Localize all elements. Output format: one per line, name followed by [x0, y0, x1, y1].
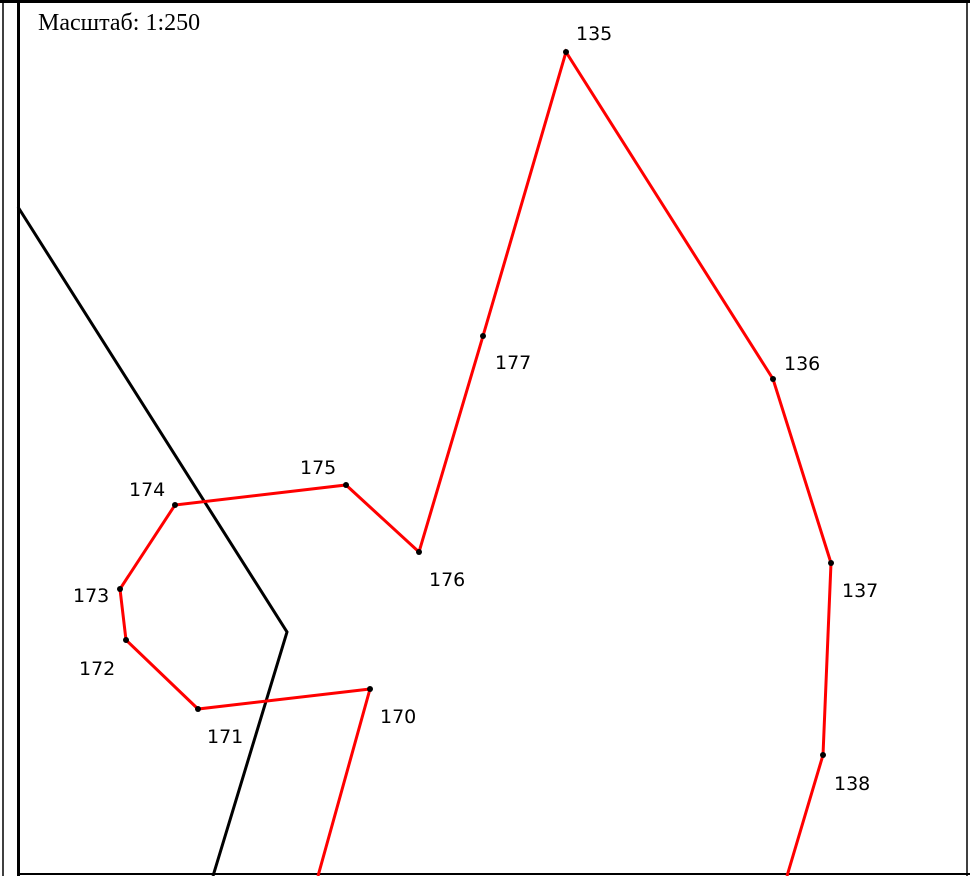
point-174-label: 174	[129, 479, 165, 501]
point-172-marker	[123, 637, 129, 643]
point-135-marker	[563, 49, 569, 55]
point-171-marker	[195, 706, 201, 712]
point-135-label: 135	[576, 23, 612, 45]
point-170-marker	[367, 686, 373, 692]
point-136-marker	[770, 376, 776, 382]
point-176-label: 176	[429, 569, 465, 591]
point-137-marker	[828, 560, 834, 566]
point-labels: 135 136 137 138 170 171 172 173 174 175 …	[73, 23, 878, 795]
point-137-label: 137	[842, 580, 878, 602]
point-136-label: 136	[784, 353, 820, 375]
point-177-marker	[480, 333, 486, 339]
point-177-label: 177	[495, 352, 531, 374]
point-170-label: 170	[380, 706, 416, 728]
point-138-marker	[820, 752, 826, 758]
point-175-label: 175	[300, 457, 336, 479]
point-173-marker	[117, 586, 123, 592]
point-173-label: 173	[73, 585, 109, 607]
point-175-marker	[343, 482, 349, 488]
black-line	[16, 206, 289, 877]
point-176-marker	[416, 549, 422, 555]
point-138-label: 138	[834, 773, 870, 795]
point-172-label: 172	[79, 658, 115, 680]
point-171-label: 171	[207, 726, 243, 748]
point-174-marker	[172, 502, 178, 508]
scale-label: Масштаб: 1:250	[38, 10, 201, 36]
point-markers	[117, 49, 834, 758]
boundary-line	[118, 48, 833, 877]
